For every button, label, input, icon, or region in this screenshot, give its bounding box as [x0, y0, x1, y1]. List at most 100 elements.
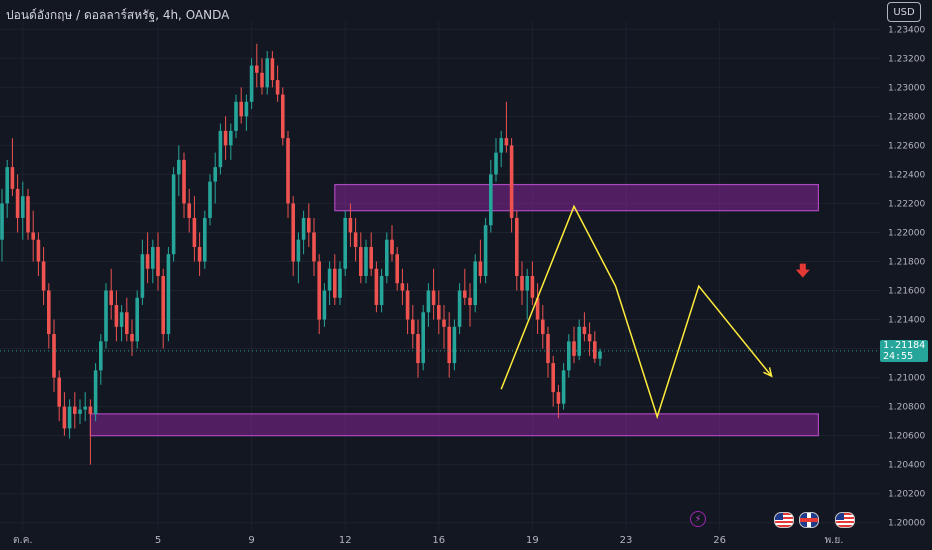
candle-body — [400, 283, 405, 291]
price-tick-label: 1.23000 — [888, 83, 925, 93]
candle-body — [317, 261, 321, 320]
pattern-line — [500, 204, 773, 420]
time-tick-label: 23 — [620, 535, 633, 546]
candle-body — [265, 58, 269, 88]
lightning-icon[interactable]: ⚡ — [690, 511, 706, 527]
price-tick-label: 1.21400 — [888, 316, 925, 326]
candle-body — [546, 334, 550, 364]
candle-body — [437, 305, 441, 320]
candle-body — [275, 80, 280, 95]
candle-body — [463, 290, 467, 298]
us-flag-icon[interactable] — [835, 512, 855, 528]
price-tick-label: 1.20000 — [888, 519, 925, 529]
current-price-badge: 1.21184 24:55 — [880, 340, 928, 362]
candle-body — [36, 239, 41, 262]
candle-body — [416, 334, 420, 364]
candle-body — [509, 145, 514, 218]
candle-body — [218, 130, 223, 168]
candle-body — [457, 290, 462, 327]
candle-body — [390, 239, 394, 255]
candle-body — [333, 268, 337, 298]
candle-body — [62, 406, 67, 429]
candle-body — [567, 341, 571, 371]
candle-body — [593, 341, 597, 359]
candle-body — [47, 290, 51, 335]
candle-body — [130, 334, 134, 342]
candle-body — [307, 217, 311, 233]
time-tick-label: 9 — [248, 535, 254, 546]
price-tick-label: 1.22600 — [888, 141, 925, 151]
candle-body — [525, 276, 529, 291]
price-tick-label: 1.22800 — [888, 112, 925, 122]
zones — [89, 183, 820, 437]
candle-body — [520, 276, 524, 291]
candle-body — [52, 334, 56, 378]
candle-body — [359, 246, 363, 276]
candle-body — [234, 101, 238, 131]
candle-body — [223, 130, 228, 146]
candle-body — [327, 268, 332, 291]
candle-body — [166, 254, 171, 335]
candle-body — [67, 406, 72, 429]
currency-button[interactable]: USD — [887, 2, 921, 22]
arrows — [795, 263, 810, 278]
candle-body — [156, 246, 160, 276]
candle-body — [494, 152, 498, 175]
pattern-arrowhead — [763, 367, 773, 378]
candle-body — [161, 276, 165, 335]
candle-body — [426, 290, 431, 313]
candle-body — [208, 181, 212, 218]
price-tick-label: 1.20400 — [888, 461, 925, 471]
price-tick-label: 1.22400 — [888, 170, 925, 180]
candle-body — [338, 268, 342, 298]
candle-body — [192, 217, 197, 247]
candle-body — [145, 254, 150, 269]
price-tick-label: 1.21800 — [888, 257, 925, 267]
time-tick-label: 26 — [713, 535, 726, 546]
candle-body — [541, 319, 545, 335]
candle-body — [171, 174, 176, 255]
candle-body — [78, 409, 82, 414]
candle-body — [421, 312, 425, 364]
candle-body — [598, 351, 602, 359]
candle-body — [489, 174, 493, 226]
candle-body — [395, 254, 399, 284]
candle-body — [187, 203, 191, 218]
supply-demand-zone — [334, 183, 819, 212]
candle-body — [21, 196, 25, 218]
uk-flag-icon[interactable] — [799, 512, 819, 528]
candle-body — [572, 341, 576, 356]
candles — [0, 43, 880, 465]
candle-body — [260, 72, 264, 88]
candle-body — [93, 370, 98, 414]
candle-body — [281, 94, 285, 139]
candle-body — [442, 319, 446, 327]
candle-body — [353, 232, 358, 247]
candle-body — [431, 290, 436, 306]
candle-body — [452, 326, 457, 364]
candle-body — [369, 246, 373, 269]
candle-body — [114, 305, 119, 327]
time-tick-label: 5 — [155, 535, 161, 546]
candle-body — [41, 261, 46, 291]
candle-body — [286, 138, 290, 204]
price-axis[interactable]: 1.23400 1.23200 1.23000 1.22800 1.22600 1.224… — [880, 0, 932, 550]
candle-body — [561, 370, 566, 404]
candle-body — [385, 239, 389, 276]
us-flag-icon[interactable] — [774, 512, 794, 528]
candle-body — [374, 268, 379, 306]
candle-body — [405, 290, 410, 320]
price-tick-label: 1.23200 — [888, 54, 925, 64]
candle-body — [551, 363, 555, 393]
time-tick-label: พ.ย. — [825, 535, 844, 546]
candle-body — [229, 130, 233, 146]
candle-body — [499, 138, 503, 153]
candle-body — [504, 138, 509, 146]
candle-body — [515, 217, 519, 276]
candle-body — [26, 196, 30, 233]
candle-body — [556, 392, 561, 404]
time-tick-label: 12 — [339, 535, 352, 546]
price-tick-label: 1.22000 — [888, 228, 925, 238]
